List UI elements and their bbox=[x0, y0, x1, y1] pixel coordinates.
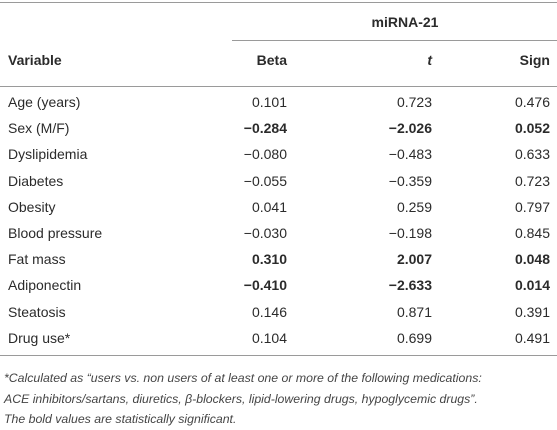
row-label: Drug use* bbox=[8, 329, 71, 346]
row-label: Fat mass bbox=[8, 251, 66, 268]
table-cell: 0.146 bbox=[251, 303, 287, 320]
table-cell: 0.014 bbox=[514, 277, 550, 294]
table-cell: −0.198 bbox=[388, 225, 432, 241]
table-cell: −0.055 bbox=[243, 172, 287, 189]
table-cell: −0.030 bbox=[243, 225, 287, 241]
table-cell: 0.391 bbox=[514, 303, 550, 320]
table-cell: 0.052 bbox=[514, 120, 550, 137]
column-header: Sign bbox=[519, 52, 550, 68]
footnote-line: *Calculated as “users vs. non users of a… bbox=[4, 371, 482, 385]
row-label: Diabetes bbox=[8, 172, 64, 189]
footnote-line: ACE inhibitors/sartans, diuretics, β-blo… bbox=[4, 391, 478, 406]
header-rule bbox=[0, 86, 557, 87]
table-cell: −0.080 bbox=[243, 146, 287, 163]
top-rule bbox=[0, 2, 557, 3]
row-label: Age (years) bbox=[8, 94, 81, 110]
table-cell: 0.048 bbox=[514, 251, 550, 268]
row-label: Steatosis bbox=[8, 303, 66, 320]
footnote-line: The bold values are statistically signif… bbox=[4, 412, 237, 426]
row-label: Adiponectin bbox=[8, 277, 82, 294]
table-cell: 0.476 bbox=[514, 94, 550, 110]
table-cell: 0.633 bbox=[514, 146, 550, 163]
table-cell: −0.410 bbox=[243, 277, 287, 294]
table-cell: 0.041 bbox=[251, 198, 287, 215]
column-header: Beta bbox=[256, 52, 287, 68]
table-cell: −0.483 bbox=[388, 146, 432, 163]
table-cell: 0.871 bbox=[396, 303, 432, 320]
group-rule bbox=[232, 40, 557, 41]
table-cell: 0.259 bbox=[396, 198, 432, 215]
table-cell: −2.026 bbox=[388, 120, 432, 137]
column-header: t bbox=[427, 52, 432, 68]
table-cell: −0.284 bbox=[243, 120, 287, 137]
table-cell: −0.359 bbox=[388, 172, 432, 189]
row-label: Blood pressure bbox=[8, 225, 103, 241]
table-cell: 0.310 bbox=[251, 251, 287, 268]
table-cell: 0.491 bbox=[514, 329, 550, 346]
table-cell: −2.633 bbox=[388, 277, 432, 294]
bottom-rule bbox=[0, 355, 557, 356]
row-label: Dyslipidemia bbox=[8, 146, 88, 163]
table-cell: 0.845 bbox=[514, 225, 550, 241]
table-cell: 2.007 bbox=[396, 251, 432, 268]
group-header: miRNA-21 bbox=[371, 14, 439, 30]
table-cell: 0.104 bbox=[251, 329, 287, 346]
table-cell: 0.723 bbox=[396, 94, 432, 110]
row-label: Sex (M/F) bbox=[8, 120, 70, 137]
row-label: Obesity bbox=[8, 198, 56, 215]
table-cell: 0.699 bbox=[396, 329, 432, 346]
table-cell: 0.101 bbox=[251, 94, 287, 110]
column-header: Variable bbox=[8, 52, 62, 68]
table-cell: 0.723 bbox=[514, 172, 550, 189]
table-cell: 0.797 bbox=[514, 198, 550, 215]
